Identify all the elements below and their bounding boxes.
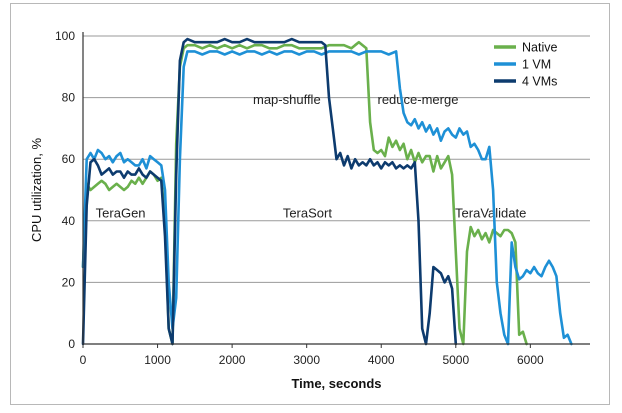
series-line-native <box>81 40 528 346</box>
x-tick-label: 3000 <box>293 353 320 367</box>
x-axis-title: Time, seconds <box>291 376 381 391</box>
x-tick-label: 4000 <box>368 353 395 367</box>
axes <box>82 32 590 348</box>
y-tick-label: 20 <box>62 275 76 289</box>
x-tick-label: 5000 <box>442 353 469 367</box>
y-axis-title: CPU utilization, % <box>29 138 44 242</box>
annotation-label: TeraSort <box>283 206 333 221</box>
y-tick-label: 80 <box>62 91 76 105</box>
annotation-label: TeraGen <box>96 206 146 221</box>
chart-frame <box>10 3 610 405</box>
x-tick-label: 0 <box>80 353 87 367</box>
x-tick-label: 1000 <box>144 353 171 367</box>
legend-entry: 4 VMs <box>522 75 557 89</box>
x-tick-label: 2000 <box>219 353 246 367</box>
y-tick-label: 40 <box>62 214 76 228</box>
legend-entry: 1 VM <box>522 58 551 72</box>
series-line-1-vm <box>81 50 573 346</box>
annotation-label: TeraValidate <box>455 206 526 221</box>
y-tick-label: 0 <box>68 337 75 351</box>
annotation-label: reduce-merge <box>378 92 459 107</box>
annotation-label: map-shuffle <box>253 92 321 107</box>
legend: Native 1 VM 4 VMs <box>494 41 557 89</box>
x-tick-label: 6000 <box>517 353 544 367</box>
y-tick-label: 60 <box>62 152 76 166</box>
phase-annotations: TeraGen TeraSort TeraValidate map-shuffle re… <box>96 92 527 221</box>
series-lines <box>81 37 573 346</box>
legend-entry: Native <box>522 41 557 55</box>
y-tick-label: 100 <box>55 29 75 43</box>
series-line-4-vms <box>81 37 458 346</box>
